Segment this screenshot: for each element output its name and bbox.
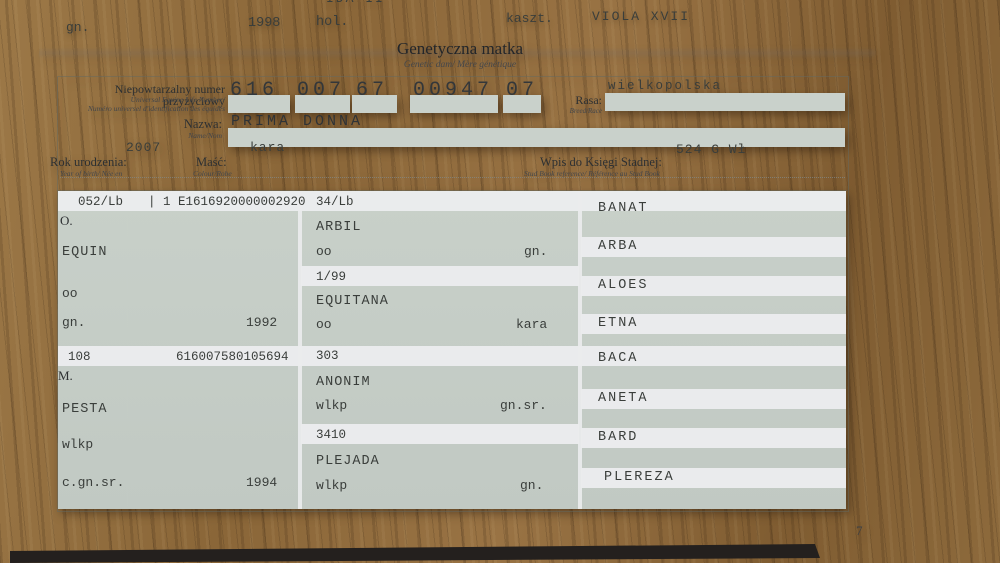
colour-label-sub: Colour/Robe [193,169,232,178]
band [581,428,846,448]
gp3-reg: 303 [316,349,339,363]
birth-label: Rok urodzenia: [50,155,127,169]
ueln-segment-4: 00947 [413,79,494,102]
gp3-breed: wlkp [316,398,348,413]
prev-breed: hol. [316,15,349,30]
band [581,237,846,257]
band [301,424,579,444]
page-number: 7 [856,523,863,538]
studbook-label-sub: Stud Book reference/ Référence au Stud B… [524,169,660,178]
ueln-segment-1: 616 [230,79,279,102]
gp4-colour: gn. [520,478,544,493]
grid-line [57,190,847,191]
gp2-colour: kara [516,317,548,332]
fold-shadow [30,50,876,56]
sire-role: O. [60,213,73,228]
ggp8-name: PLEREZA [604,470,675,485]
ueln-segment-2: 007 [297,79,346,102]
colour-label: Maść: [196,155,227,169]
horse-name-value: PRIMA DONNA [231,113,364,130]
gp2-name: EQUITANA [316,294,389,309]
band [58,346,846,366]
band [581,276,846,296]
studbook-value: 524 G Wł [676,142,747,157]
band [58,191,846,211]
column-gap [578,191,582,509]
gp1-reg: 34/Lb [316,195,354,209]
dam-id: 616007580105694 [176,350,289,364]
form-border [57,76,849,512]
sire-id: | 1 E1616920000002920 [148,195,306,209]
section-title: Genetyczna matka [396,39,523,58]
ueln-segment-5: 07 [506,79,539,102]
gp4-reg: 3410 [316,428,347,442]
band [581,468,846,488]
sire-year: 1992 [246,315,278,330]
gp4-name: PLEJADA [316,454,380,469]
ueln-box-5 [503,95,541,113]
gp1-breed: oo [316,244,332,259]
band [581,389,846,409]
ggp5-name: BACA [598,351,639,366]
ggp4-name: ETNA [598,316,639,331]
name-value-box [228,128,845,147]
breed-value-box [605,93,845,111]
ueln-box-3 [352,95,397,113]
ueln-box-4 [410,95,498,113]
gp4-breed: wlkp [316,478,348,493]
breed-label: Rasa: [575,93,602,107]
gp1-name: ARBIL [316,220,362,235]
dam-name: PESTA [62,402,108,417]
sire-colour: gn. [62,315,86,330]
gp2-reg: 1/99 [316,270,347,284]
ueln-label-fr: Numéro universel d'identification des éq… [87,104,225,113]
name-label-sub: Name/Nom [188,131,222,140]
gp3-colour: gn.sr. [500,398,547,413]
breed-value: wielkopolska [608,79,723,93]
ggp7-name: BARD [598,430,639,445]
sire-reg: 052/Lb [78,195,124,209]
band [301,266,579,286]
dam-reg: 108 [68,350,91,364]
dam-breed: wlkp [62,437,94,452]
colour-value: kara [250,140,286,155]
ueln-label: Niepowtarzalny numer przyżyciowy [114,82,225,108]
sire-breed: oo [62,286,78,301]
section-subtitle: Genetic dam/ Mère génétique [403,60,517,70]
dam-colour: c.gn.sr. [62,475,125,490]
ggp2-name: ARBA [598,239,639,254]
prev-year: 1998 [248,16,281,31]
breed-label-sub: Breed/Race [569,107,602,115]
ggp1-name: BANAT [598,201,649,216]
prev-name-partial: IDA II [326,0,385,5]
ueln-segment-3: 67 [356,79,389,102]
prev-colour: gn. [66,20,90,35]
dam-year: 1994 [246,475,278,490]
ueln-label-en: Universal Equine Life Number/ [130,95,225,104]
gp2-breed: oo [316,317,332,332]
ueln-box-2 [295,95,350,113]
birth-year-value: 2007 [126,140,162,155]
prev-colour2: kaszt. [506,11,553,26]
ueln-box-1 [228,95,290,113]
birth-label-sub: Year of birth/ Née en [60,169,123,178]
name-label: Nazwa: [183,117,222,131]
ggp3-name: ALOES [598,278,649,293]
gp1-colour: gn. [524,244,548,259]
dam-role: M. [58,368,73,383]
ggp6-name: ANETA [598,391,649,406]
gp3-name: ANONIM [316,375,371,390]
studbook-label: Wpis do Księgi Stadnej: [540,155,662,169]
dotted-rule [60,177,845,178]
sire-name: EQUIN [62,245,108,260]
column-gap [298,191,302,509]
prev-dam-name: VIOLA XVII [592,9,691,24]
band [581,314,846,334]
